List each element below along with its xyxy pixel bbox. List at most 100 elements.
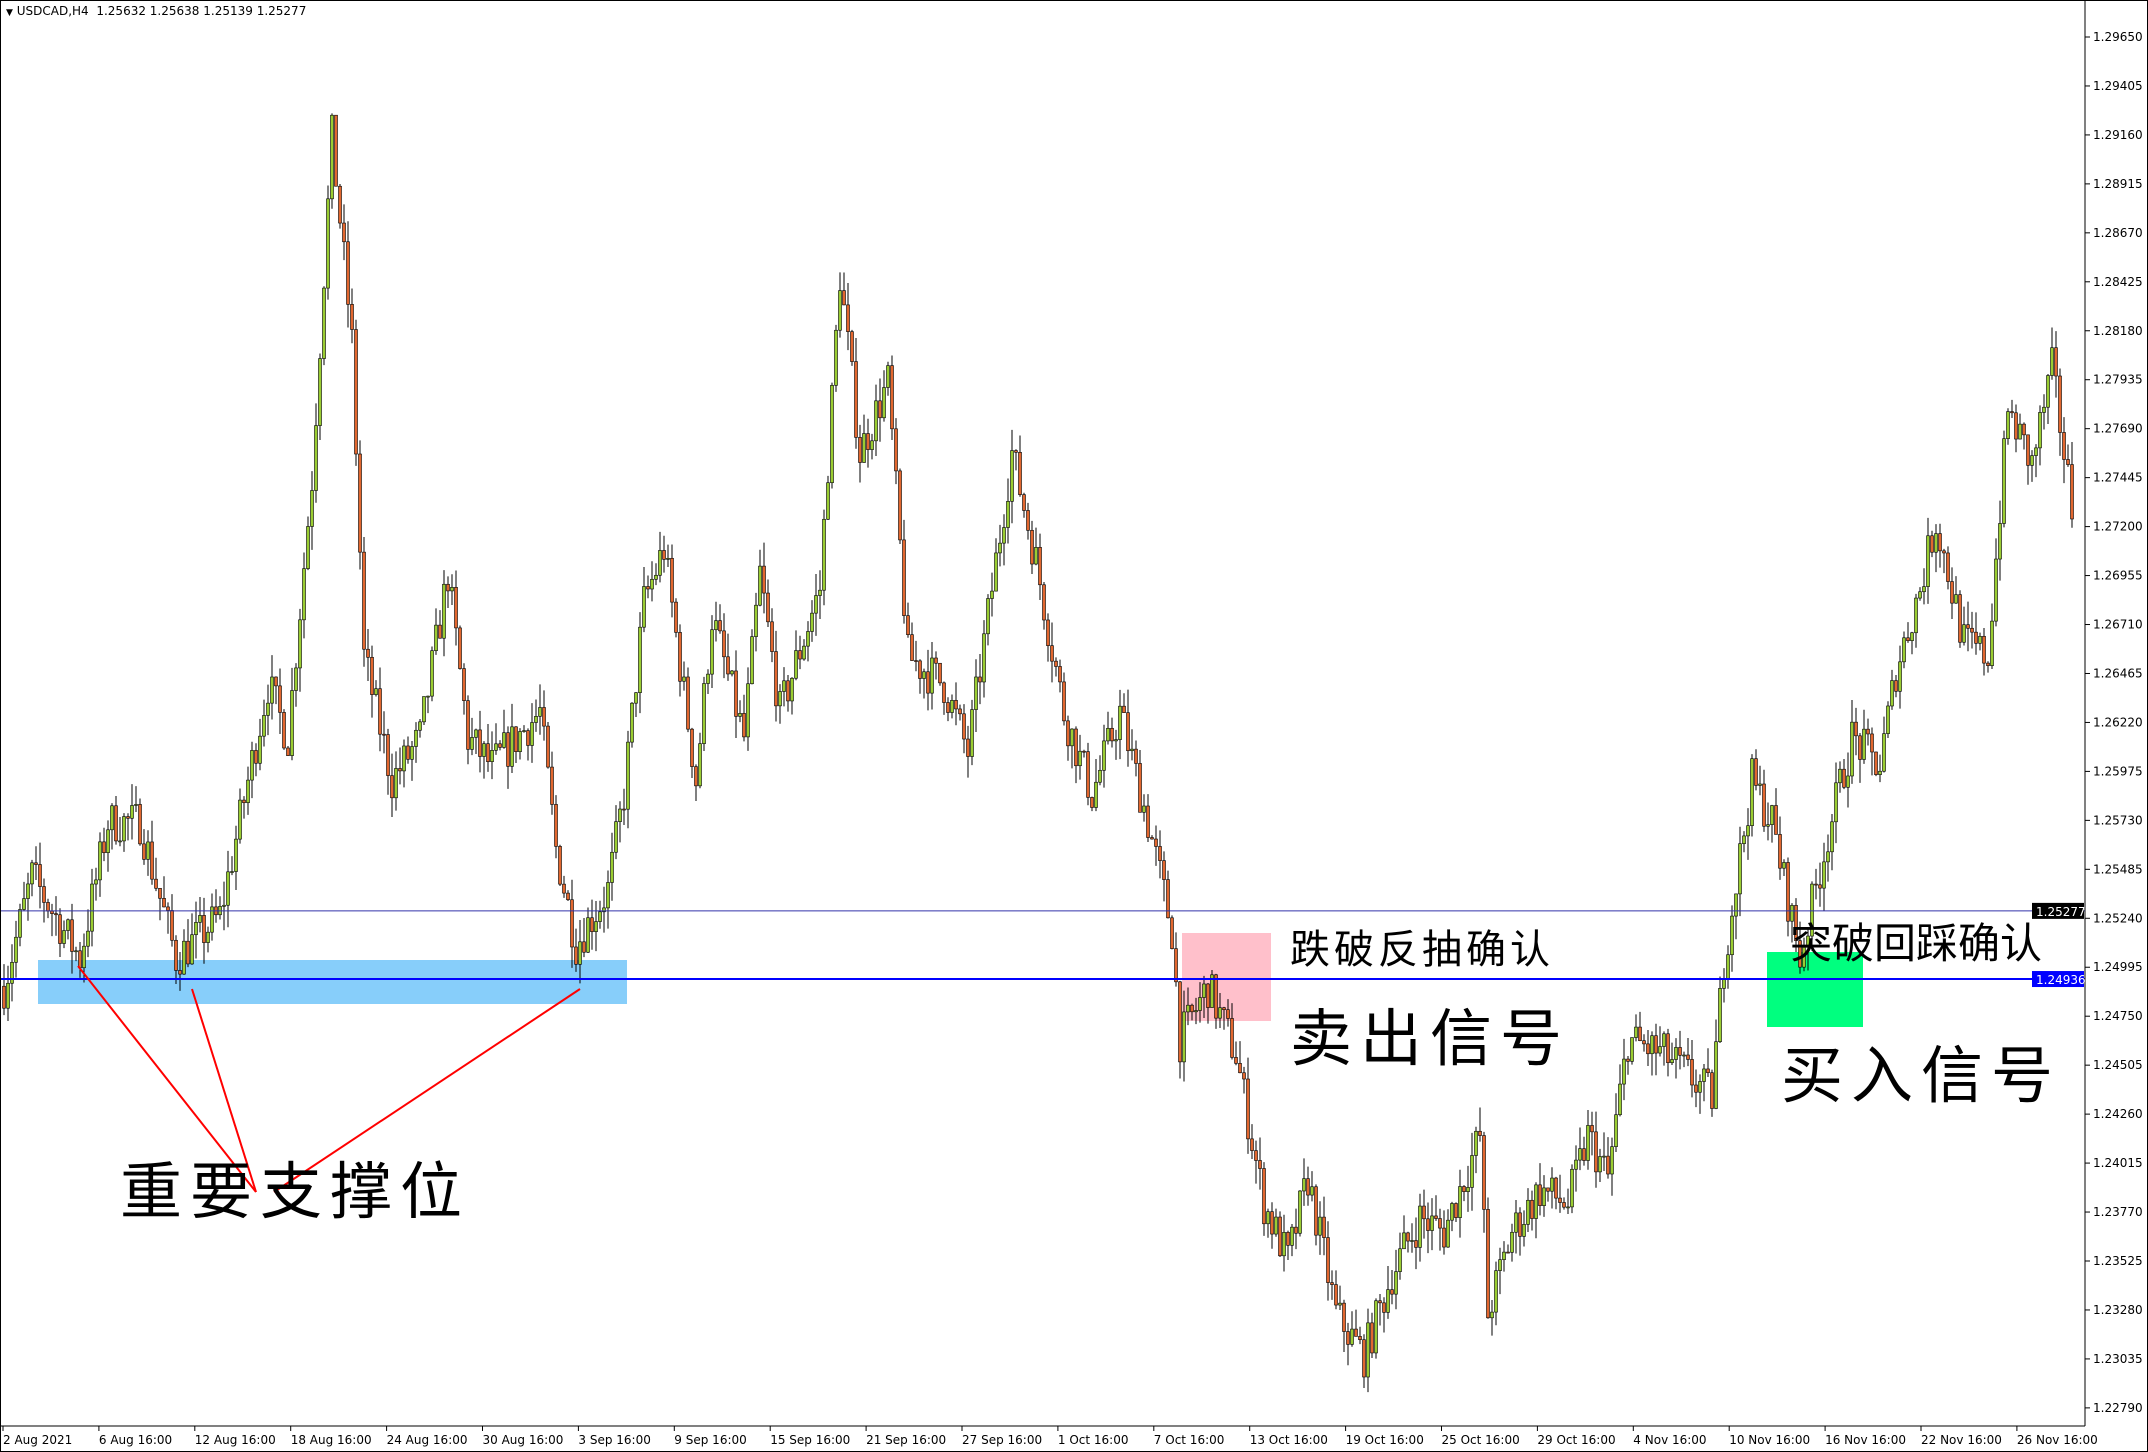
candle-body: [1466, 1187, 1470, 1192]
price-tick-label: 1.29405: [2093, 79, 2143, 93]
candle-body: [1354, 1328, 1358, 1337]
candle-body: [1966, 624, 1970, 629]
candle-body: [854, 361, 858, 438]
candle-body: [1222, 1007, 1226, 1011]
candle-body: [622, 808, 626, 811]
candle-body: [538, 707, 542, 717]
candle-body: [1834, 782, 1838, 823]
price-tick-label: 1.29160: [2093, 128, 2143, 142]
candle-body: [618, 808, 622, 822]
candle-body: [1070, 728, 1074, 747]
candle-body: [814, 595, 818, 614]
candle-body: [978, 676, 982, 683]
buy-signal-annotation: 买入信号: [1781, 1039, 2062, 1112]
candle-body: [874, 400, 878, 442]
candle-body: [38, 864, 42, 887]
candle-body: [862, 433, 866, 463]
candle-body: [50, 910, 54, 914]
price-tick-label: 1.26710: [2093, 618, 2143, 632]
candle-body: [830, 385, 834, 484]
candle-body: [446, 583, 450, 592]
candle-body: [2022, 423, 2026, 436]
candle-body: [2018, 423, 2022, 440]
candle-body: [1410, 1240, 1414, 1242]
price-axis[interactable]: 1.29650 1.29405 1.29160 1.28915 1.28670 1.284…: [2085, 30, 2143, 1415]
candle-body: [1398, 1248, 1402, 1272]
candle-body: [954, 700, 958, 710]
candle-body: [770, 621, 774, 652]
candle-body: [946, 702, 950, 713]
candle-body: [1594, 1131, 1598, 1173]
candle-body: [306, 526, 310, 569]
candle-body: [478, 729, 482, 757]
candle-body: [738, 713, 742, 717]
candle-body: [846, 304, 850, 332]
candle-body: [694, 766, 698, 787]
candle-body: [790, 677, 794, 702]
candle-body: [442, 583, 446, 639]
time-tick-label: 18 Aug 16:00: [291, 1433, 372, 1447]
candle-body: [1334, 1284, 1338, 1306]
candle-body: [1310, 1186, 1314, 1196]
candle-body: [646, 586, 650, 590]
candle-body: [278, 685, 282, 713]
candle-body: [1330, 1282, 1334, 1285]
candle-body: [834, 329, 838, 386]
triangle-down-icon[interactable]: ▼: [6, 8, 13, 18]
time-tick-label: 3 Sep 16:00: [578, 1433, 650, 1447]
candle-body: [1230, 1018, 1234, 1058]
candle-body: [1522, 1224, 1526, 1237]
candle-body: [818, 589, 822, 596]
time-axis[interactable]: 2 Aug 2021 6 Aug 16:00 12 Aug 16:00 18 Aug …: [2, 1426, 2098, 1447]
candle-body: [1922, 586, 1926, 593]
candle-body: [1974, 631, 1978, 644]
candle-body: [1138, 763, 1142, 813]
candle-body: [890, 365, 894, 430]
candle-body: [1858, 735, 1862, 760]
candle-body: [1810, 883, 1814, 937]
candle-body: [1206, 983, 1210, 1008]
candle-body: [762, 565, 766, 594]
candle-body: [1386, 1289, 1390, 1313]
price-tick-label: 1.28915: [2093, 177, 2143, 191]
candle-body: [1514, 1212, 1518, 1233]
candle-body: [226, 871, 230, 906]
candle-body: [798, 650, 802, 660]
candle-body: [202, 915, 206, 943]
price-tick-label: 1.27935: [2093, 373, 2143, 387]
candle-body: [454, 587, 458, 629]
candle-body: [1170, 917, 1174, 949]
candle-body: [1086, 751, 1090, 798]
candle-body: [1626, 1058, 1630, 1062]
current-price-tag-label: 1.25277: [2036, 905, 2086, 919]
line-price-tag: [2032, 971, 2084, 988]
candle-body: [1346, 1331, 1350, 1345]
candle-body: [1854, 721, 1858, 737]
price-tick-label: 1.28670: [2093, 226, 2143, 240]
candle-body: [182, 940, 186, 975]
candle-body: [658, 550, 662, 576]
candle-body: [26, 883, 30, 899]
candle-body: [1350, 1328, 1354, 1345]
candle-body: [2010, 411, 2014, 414]
arrow-lines: [77, 965, 581, 1193]
candle-body: [942, 682, 946, 703]
price-tick-label: 1.24260: [2093, 1107, 2143, 1121]
candle-body: [1746, 825, 1750, 837]
candle-body: [1166, 879, 1170, 919]
candle-body: [414, 729, 418, 747]
candle-body: [1726, 954, 1730, 979]
candle-body: [1038, 547, 1042, 586]
candle-body: [1762, 783, 1766, 827]
candle-body: [1534, 1184, 1538, 1219]
candle-body: [1234, 1057, 1238, 1064]
candle-body: [526, 730, 530, 746]
candle-body: [742, 713, 746, 738]
candle-body: [566, 892, 570, 901]
candle-body: [1434, 1215, 1438, 1219]
candle-body: [1938, 533, 1942, 552]
candle-body: [130, 805, 134, 819]
candle-body: [1478, 1130, 1482, 1136]
candle-body: [294, 667, 298, 691]
